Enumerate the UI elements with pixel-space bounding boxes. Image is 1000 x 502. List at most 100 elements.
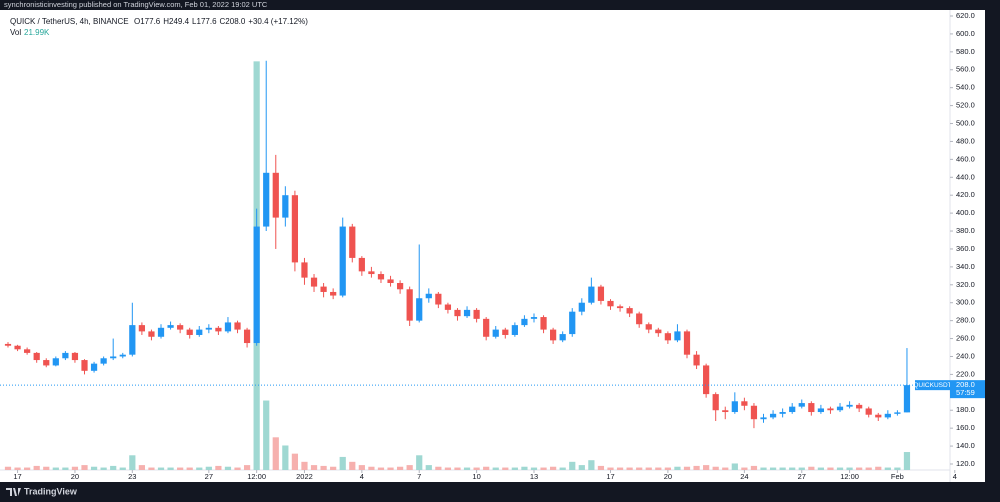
y-tick-label: 380.0 [956,226,975,235]
price-label: 208.0 [956,380,975,389]
candle-body [578,302,585,312]
volume-bar [320,465,327,470]
legend: QUICK / TetherUS, 4h, BINANCE O177.6 H249… [10,17,308,37]
volume-bar [129,455,136,470]
y-tick-label: 360.0 [956,244,975,253]
y-tick-label: 340.0 [956,262,975,271]
volume-bar [196,467,203,470]
y-tick-label: 500.0 [956,119,975,128]
volume-bar [33,465,40,470]
x-tick-label: 12:00 [840,472,859,481]
candle-body [310,277,318,287]
symbol-box [915,380,950,391]
y-tick-label: 520.0 [956,101,975,110]
candle-body [52,358,59,366]
volume-bar [4,466,12,470]
x-tick-label: 23 [128,472,136,481]
volume-bar [884,467,891,470]
volume-bar [454,467,461,470]
volume-bar [616,467,624,470]
candle-body [444,304,452,310]
volume-bar [52,467,59,470]
volume-bar [569,461,576,470]
candle-body [186,329,193,335]
candle-body [683,331,691,355]
candle-body [90,363,98,371]
volume-bar [769,467,777,470]
candle-body [492,329,499,337]
x-tick-label: 20 [71,472,79,481]
ohlc: O177.6 H249.4 L177.6 C208.0 +30.4 (+17.12%) [134,17,308,26]
candle-body [33,352,40,361]
candle-body [511,325,518,335]
candle-body [846,404,853,407]
candle-body [177,325,184,330]
volume-bar [550,466,557,470]
y-tick-label: 580.0 [956,47,975,56]
y-tick-label: 420.0 [956,190,975,199]
footer-logo: TradingView [6,486,78,496]
candle-body [722,410,729,413]
y-tick-label: 460.0 [956,154,975,163]
ohlc-value: +30.4 (+17.12%) [248,17,308,26]
candle-body [550,329,557,341]
volume-bar [578,465,585,470]
price-box [950,380,985,399]
candle-body [865,408,872,415]
volume-bar [521,466,528,470]
candle-body [396,283,404,290]
candle-body [626,308,633,314]
candle-body [234,322,241,330]
candle-body [339,226,346,296]
y-tick-label: 400.0 [956,208,975,217]
candle-body [272,172,279,218]
candle-body [731,401,738,413]
volume-bar [71,466,79,470]
candle-body [808,403,815,413]
ohlc-value: H249.4 [163,17,189,26]
candle-body [559,334,566,341]
volume-bar [492,467,499,470]
y-tick-label: 240.0 [956,351,975,360]
volume-bar [243,465,251,470]
candle-body [377,274,385,280]
chart-background [0,10,985,482]
candle-body [903,385,911,413]
volume-bar [894,467,901,470]
x-tick-label: 7 [417,472,421,481]
x-tick-label: 24 [740,472,748,481]
candle-body [607,300,614,307]
volume-bar [358,465,365,470]
volume-bar [186,467,193,470]
x-tick-label: 4 [360,472,364,481]
volume-bar [750,465,758,470]
candle-body [215,327,222,332]
x-tick-label: 12:00 [247,472,266,481]
candle-body [530,317,538,319]
candle-body [406,289,413,321]
volume-bar [138,465,145,470]
volume-bar [655,467,662,470]
x-tick-label: 20 [664,472,672,481]
volume-bar [90,466,98,470]
volume-bar [760,467,767,470]
volume-bar [463,467,471,470]
candle-body [463,309,471,317]
volume-bar [875,466,882,470]
volume-bar [339,456,346,470]
volume-bar [683,466,691,470]
y-tick-label: 560.0 [956,65,975,74]
x-tick-label: 4 [953,472,957,481]
y-tick-label: 600.0 [956,29,975,38]
volume-bar [444,467,452,470]
volume-bar [148,467,155,470]
candle-body [435,293,442,305]
candle-body [769,413,777,418]
volume-bar [215,465,222,470]
x-tick-label: 27 [205,472,213,481]
y-tick-label: 480.0 [956,136,975,145]
header: synchronisticinvesting published on Trad… [4,0,268,9]
volume-bar [62,467,69,470]
y-tick-label: 620.0 [956,11,975,20]
volume-bar [836,467,844,470]
